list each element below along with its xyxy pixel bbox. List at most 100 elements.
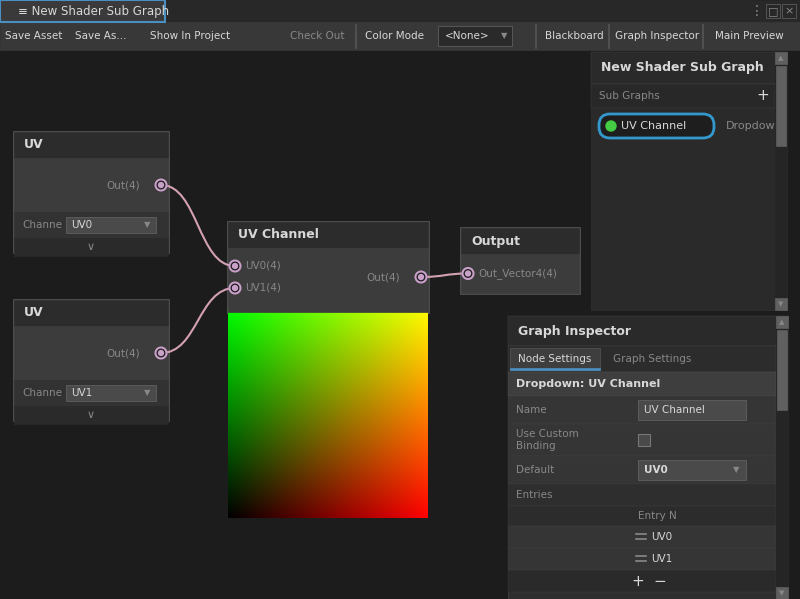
Bar [775,52,787,64]
Text: Graph Inspector: Graph Inspector [615,31,699,41]
Text: Entries: Entries [516,490,553,500]
Bar [591,108,775,310]
Bar [0,0,800,22]
Bar [14,300,168,326]
Text: ∨: ∨ [87,242,95,252]
Text: UV: UV [24,138,44,152]
Text: ▼: ▼ [778,301,784,307]
Text: ▼: ▼ [733,465,739,474]
Bar [535,24,536,48]
Bar [14,212,168,238]
Text: Save Asset: Save Asset [5,31,62,41]
Text: Dropdown: UV Channel: Dropdown: UV Channel [516,379,660,389]
Bar [776,66,786,146]
Circle shape [158,350,163,355]
Text: Show In Project: Show In Project [150,31,230,41]
Text: Out(4): Out(4) [366,272,400,282]
Bar [508,548,776,570]
Text: ▼: ▼ [501,32,507,41]
Text: Dropdown: Dropdown [726,121,782,131]
Bar [508,506,776,526]
Bar [777,330,787,410]
Circle shape [233,264,238,268]
Bar [508,316,788,599]
Text: Out(4): Out(4) [106,180,140,190]
Text: ▲: ▲ [778,55,784,61]
Text: Main Preview: Main Preview [715,31,784,41]
Bar [355,24,356,48]
Bar [461,254,579,293]
Text: ×: × [784,6,794,16]
Text: Output: Output [471,234,520,247]
Text: Color Mode: Color Mode [365,31,424,41]
Text: UV Channel: UV Channel [644,405,705,415]
Text: UV1: UV1 [71,388,92,398]
Bar [0,22,800,50]
Bar [591,84,775,108]
Bar [638,460,746,480]
Text: Sub Graphs: Sub Graphs [599,91,660,101]
Bar [508,396,776,424]
Bar [775,298,787,310]
Text: Graph Settings: Graph Settings [613,354,691,364]
Bar [66,385,156,401]
Text: UV: UV [24,307,44,319]
Text: UV0: UV0 [644,465,668,475]
Text: Out(4): Out(4) [106,348,140,358]
Circle shape [230,261,241,271]
Bar [227,221,429,313]
Bar [228,222,428,248]
Bar [776,316,788,599]
Circle shape [418,274,423,280]
Text: Channe: Channe [22,388,62,398]
Text: Save As...: Save As... [75,31,126,41]
Bar [14,132,168,158]
Text: ▼: ▼ [144,220,150,229]
Bar [508,570,776,592]
Circle shape [466,271,470,276]
Bar [510,368,600,370]
Bar [14,380,168,406]
Bar [508,346,776,372]
Text: ▼: ▼ [779,590,785,596]
Bar [508,372,776,396]
Text: ▼: ▼ [144,389,150,398]
Circle shape [155,347,166,358]
Text: ⋮: ⋮ [750,4,764,18]
Text: UV0(4): UV0(4) [245,261,281,271]
Text: UV1(4): UV1(4) [245,283,281,293]
Bar [508,316,788,346]
Bar [508,526,776,548]
Bar [13,299,169,421]
Text: Name: Name [516,405,546,415]
Text: New Shader Sub Graph: New Shader Sub Graph [601,62,764,74]
Text: UV0: UV0 [71,220,92,230]
Circle shape [158,183,163,187]
Text: ≡ New Shader Sub Graph: ≡ New Shader Sub Graph [18,5,169,17]
Circle shape [606,121,616,131]
Bar [508,484,776,506]
Text: Use Custom: Use Custom [516,429,578,439]
Bar [591,52,787,84]
Bar [776,316,788,328]
Text: +: + [632,573,644,588]
FancyBboxPatch shape [599,114,714,138]
Bar [638,400,746,420]
Text: □: □ [768,6,778,16]
Text: UV0: UV0 [651,532,672,542]
Bar [438,26,512,46]
Bar [14,406,168,424]
Circle shape [462,268,474,279]
Circle shape [233,286,238,291]
Text: UV1: UV1 [651,554,672,564]
Text: UV Channel: UV Channel [621,121,686,131]
Bar [510,348,600,370]
Text: UV Channel: UV Channel [238,228,319,241]
Bar [13,131,169,253]
Text: Graph Inspector: Graph Inspector [518,325,631,337]
Text: ∨: ∨ [87,410,95,420]
Bar [461,228,579,254]
Text: #282828: #282828 [18,6,70,16]
Bar [608,24,609,48]
Circle shape [155,180,166,190]
